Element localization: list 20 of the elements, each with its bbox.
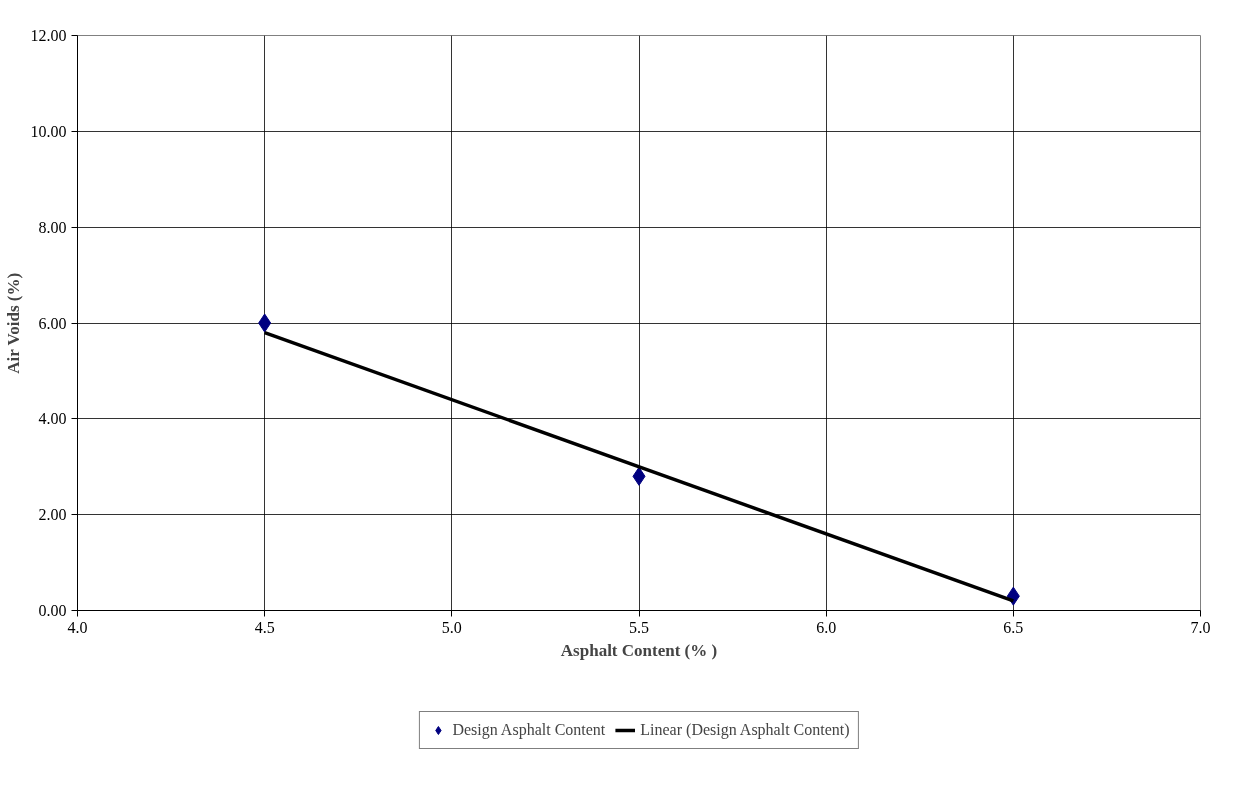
x-axis-title: Asphalt Content (% ): [560, 640, 718, 660]
x-tick-label: 6.0: [816, 618, 837, 636]
legend-label: Design Asphalt Content: [452, 721, 606, 739]
x-tick-label: 5.0: [441, 618, 462, 636]
x-tick-label: 5.5: [629, 618, 649, 636]
y-axis-title: Air Voids (%): [3, 272, 23, 374]
y-tick-label: 10.00: [30, 122, 67, 140]
y-tick-label: 12.00: [30, 27, 67, 44]
y-tick-label: 4.00: [38, 410, 67, 428]
point: [258, 313, 272, 333]
x-tick-label: 4.5: [254, 618, 275, 636]
legend-label: Linear (Design Asphalt Content): [640, 721, 850, 739]
x-tick-label: 4.0: [67, 618, 88, 636]
y-tick-label: 8.00: [38, 218, 67, 236]
point: [632, 466, 646, 486]
y-tick-label: 2.00: [38, 506, 67, 524]
y-tick-label: 6.00: [38, 314, 67, 332]
y-tick-label: 0.00: [38, 602, 67, 619]
x-tick-label: 7.0: [1190, 618, 1211, 636]
x-tick-label: 6.5: [1003, 618, 1024, 636]
